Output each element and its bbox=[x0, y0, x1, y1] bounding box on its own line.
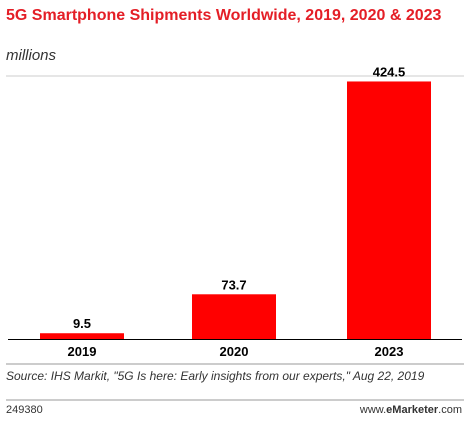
brand-prefix: www. bbox=[359, 404, 387, 416]
bar-2023 bbox=[347, 81, 431, 339]
bar-2020 bbox=[192, 294, 276, 339]
chart-subtitle: millions bbox=[6, 47, 57, 64]
brand-credit: www.eMarketer.com bbox=[360, 404, 462, 416]
bar-2019 bbox=[40, 333, 124, 339]
chart-id: 249380 bbox=[6, 404, 43, 416]
chart-title: 5G Smartphone Shipments Worldwide, 2019,… bbox=[6, 7, 442, 24]
brand-suffix: .com bbox=[438, 404, 462, 416]
x-tick-label-2020: 2020 bbox=[220, 344, 249, 359]
x-tick-label-2023: 2023 bbox=[375, 344, 404, 359]
data-label-2019: 9.5 bbox=[73, 316, 91, 331]
source-note: Source: IHS Markit, "5G Is here: Early i… bbox=[6, 369, 425, 383]
data-label-2020: 73.7 bbox=[221, 277, 246, 292]
brand-name: eMarketer bbox=[386, 404, 439, 416]
data-label-2023: 424.5 bbox=[373, 64, 406, 79]
x-tick-label-2019: 2019 bbox=[68, 344, 97, 359]
